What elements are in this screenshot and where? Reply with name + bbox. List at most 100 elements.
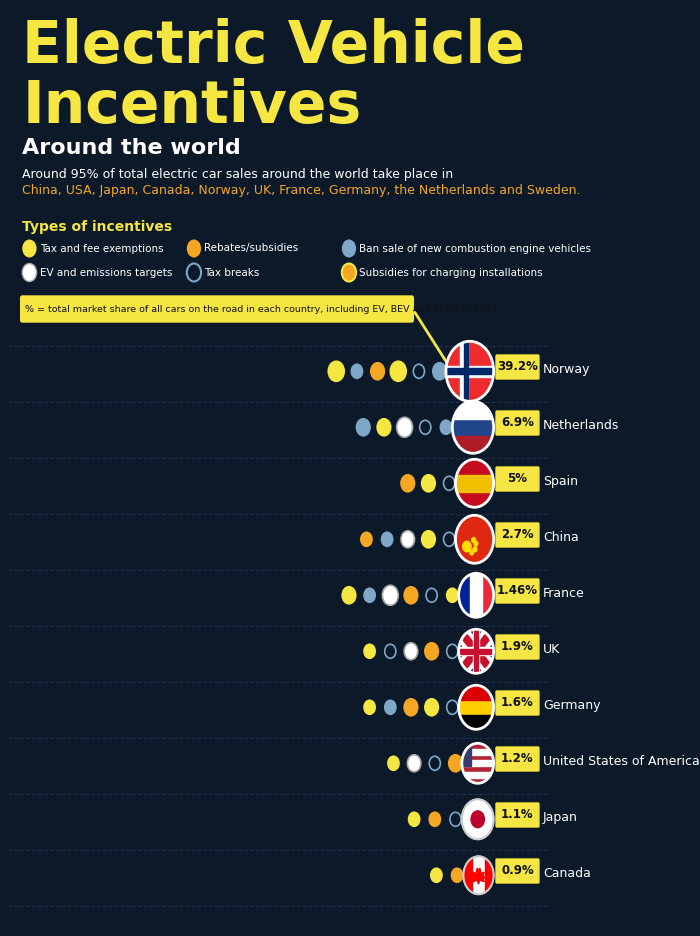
Circle shape bbox=[463, 856, 494, 894]
Text: UK: UK bbox=[543, 643, 560, 656]
Circle shape bbox=[421, 531, 435, 548]
FancyBboxPatch shape bbox=[496, 523, 539, 547]
Text: Types of incentives: Types of incentives bbox=[22, 220, 172, 234]
Text: Around the world: Around the world bbox=[22, 138, 241, 158]
Circle shape bbox=[328, 361, 344, 381]
Circle shape bbox=[462, 743, 493, 783]
Circle shape bbox=[356, 418, 370, 436]
Bar bbox=[474, 629, 478, 673]
Text: Norway: Norway bbox=[543, 363, 590, 376]
Circle shape bbox=[456, 516, 493, 563]
Circle shape bbox=[407, 754, 421, 772]
Bar bbox=[452, 402, 493, 418]
Text: 5%: 5% bbox=[508, 473, 528, 486]
Circle shape bbox=[440, 420, 452, 434]
Text: Netherlands: Netherlands bbox=[543, 419, 620, 432]
Circle shape bbox=[342, 264, 356, 282]
Circle shape bbox=[385, 644, 396, 658]
Text: Tax breaks: Tax breaks bbox=[204, 268, 260, 277]
FancyBboxPatch shape bbox=[496, 411, 539, 435]
Circle shape bbox=[444, 533, 455, 547]
Text: Germany: Germany bbox=[543, 699, 601, 712]
Circle shape bbox=[342, 240, 356, 257]
Circle shape bbox=[425, 699, 438, 716]
Text: 6.9%: 6.9% bbox=[501, 417, 534, 430]
FancyBboxPatch shape bbox=[21, 296, 413, 322]
Text: 1.2%: 1.2% bbox=[501, 753, 534, 766]
Circle shape bbox=[382, 585, 398, 606]
Bar bbox=[485, 856, 494, 894]
Bar bbox=[458, 685, 493, 700]
Circle shape bbox=[391, 361, 406, 381]
Circle shape bbox=[425, 643, 438, 660]
Circle shape bbox=[364, 589, 375, 602]
Text: 1.6%: 1.6% bbox=[501, 696, 534, 709]
Circle shape bbox=[342, 587, 356, 604]
Circle shape bbox=[361, 533, 372, 547]
FancyBboxPatch shape bbox=[496, 747, 539, 771]
Bar bbox=[473, 629, 480, 673]
Bar bbox=[463, 856, 472, 894]
Circle shape bbox=[450, 812, 461, 826]
Text: Electric Vehicle: Electric Vehicle bbox=[22, 18, 525, 75]
Circle shape bbox=[429, 756, 440, 770]
Text: Incentives: Incentives bbox=[22, 78, 361, 135]
Circle shape bbox=[470, 550, 474, 555]
Circle shape bbox=[463, 541, 471, 551]
Circle shape bbox=[471, 811, 484, 827]
Circle shape bbox=[409, 812, 420, 826]
Circle shape bbox=[382, 533, 393, 547]
Bar bbox=[446, 368, 494, 374]
Text: 39.2%: 39.2% bbox=[497, 360, 538, 373]
Bar bbox=[470, 573, 482, 617]
Circle shape bbox=[444, 476, 455, 490]
FancyBboxPatch shape bbox=[496, 691, 539, 715]
Circle shape bbox=[364, 644, 375, 658]
Bar bbox=[458, 714, 493, 729]
Circle shape bbox=[456, 460, 493, 507]
Text: Ban sale of new combustion engine vehicles: Ban sale of new combustion engine vehicl… bbox=[359, 243, 592, 254]
Circle shape bbox=[473, 547, 477, 551]
Bar bbox=[456, 475, 493, 491]
Text: EV and emissions targets: EV and emissions targets bbox=[40, 268, 172, 277]
Circle shape bbox=[404, 587, 418, 604]
Circle shape bbox=[447, 644, 458, 658]
Circle shape bbox=[429, 812, 440, 826]
Circle shape bbox=[462, 799, 493, 840]
Text: France: France bbox=[543, 587, 584, 600]
Circle shape bbox=[446, 342, 494, 402]
Circle shape bbox=[351, 364, 363, 378]
Circle shape bbox=[426, 589, 438, 602]
Bar bbox=[458, 573, 470, 617]
FancyBboxPatch shape bbox=[496, 635, 539, 659]
Bar bbox=[460, 342, 468, 402]
Bar bbox=[462, 749, 493, 754]
Bar bbox=[463, 342, 468, 402]
Circle shape bbox=[447, 700, 458, 714]
Circle shape bbox=[447, 589, 458, 602]
Circle shape bbox=[433, 363, 447, 380]
Text: % = total market share of all cars on the road in each country, including EV, BE: % = total market share of all cars on th… bbox=[25, 304, 498, 314]
Circle shape bbox=[388, 756, 399, 770]
Text: Subsidies for charging installations: Subsidies for charging installations bbox=[359, 268, 543, 277]
FancyBboxPatch shape bbox=[496, 355, 539, 379]
FancyBboxPatch shape bbox=[496, 859, 539, 883]
Bar bbox=[458, 648, 493, 655]
Text: China: China bbox=[543, 531, 579, 544]
Circle shape bbox=[401, 531, 414, 548]
Circle shape bbox=[458, 573, 493, 617]
Circle shape bbox=[401, 475, 414, 491]
Circle shape bbox=[430, 869, 442, 883]
Circle shape bbox=[413, 364, 424, 378]
Text: 2.7%: 2.7% bbox=[501, 529, 534, 542]
Circle shape bbox=[385, 700, 396, 714]
Bar bbox=[462, 743, 470, 767]
Text: 0.9%: 0.9% bbox=[501, 865, 534, 878]
Text: 1.46%: 1.46% bbox=[497, 584, 538, 597]
Circle shape bbox=[22, 264, 36, 282]
Text: 1.1%: 1.1% bbox=[501, 809, 534, 822]
Text: Canada: Canada bbox=[543, 867, 591, 880]
Polygon shape bbox=[472, 868, 486, 885]
Circle shape bbox=[187, 240, 201, 257]
Circle shape bbox=[371, 363, 384, 380]
